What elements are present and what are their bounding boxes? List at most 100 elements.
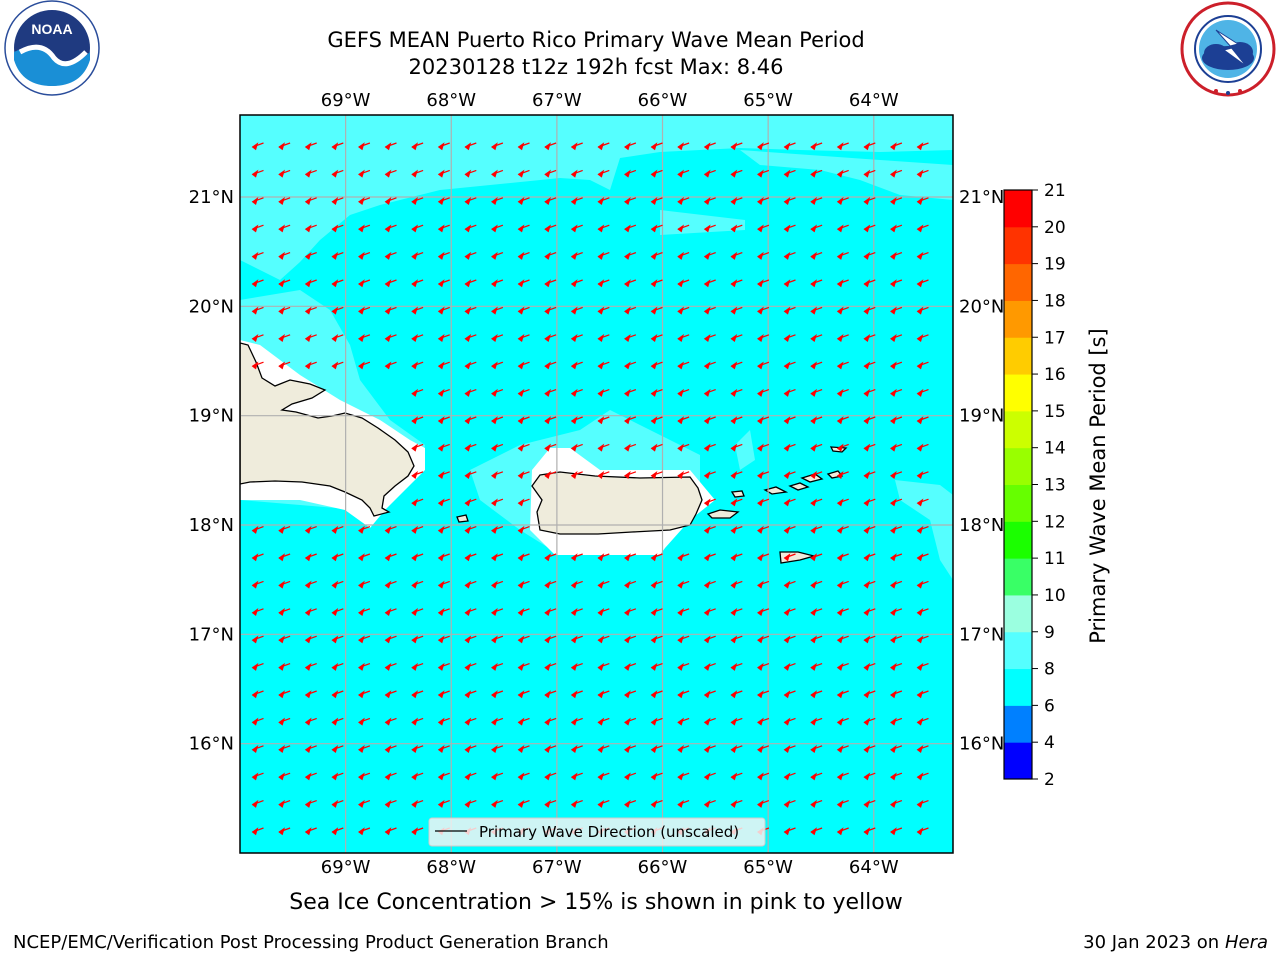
wave-arrow	[677, 662, 690, 671]
wave-arrow	[730, 279, 743, 288]
wave-arrow	[544, 608, 557, 617]
wave-arrow	[677, 416, 690, 425]
wave-arrow	[916, 251, 929, 260]
wave-arrow	[624, 635, 637, 644]
wave-arrow	[810, 306, 823, 315]
wave-arrow	[570, 717, 583, 726]
lon-label-top: 66°W	[638, 90, 688, 111]
wave-arrow	[304, 279, 317, 288]
wave-arrow	[517, 224, 530, 233]
wave-arrow	[491, 525, 504, 534]
wave-arrow	[544, 799, 557, 808]
wave-arrow	[916, 279, 929, 288]
wave-arrow	[278, 772, 291, 781]
wave-arrow	[384, 279, 397, 288]
wave-arrow	[836, 443, 849, 452]
wave-arrow	[863, 498, 876, 507]
wave-arrow	[278, 608, 291, 617]
wave-arrow	[730, 224, 743, 233]
wave-arrow	[570, 662, 583, 671]
wave-arrow	[597, 717, 610, 726]
wave-arrow	[783, 717, 796, 726]
wave-arrow	[491, 142, 504, 151]
wave-arrow	[836, 169, 849, 178]
lon-label-bottom: 65°W	[743, 857, 793, 878]
wave-arrow	[730, 471, 743, 480]
wave-arrow	[916, 224, 929, 233]
wave-arrow	[863, 388, 876, 397]
wave-arrow	[331, 635, 344, 644]
wave-arrow	[677, 197, 690, 206]
wave-arrow	[544, 416, 557, 425]
puerto-rico-land	[531, 471, 703, 535]
wave-arrow	[890, 799, 903, 808]
wave-arrow	[757, 169, 770, 178]
nws-logo	[1176, 0, 1280, 100]
wave-arrow	[597, 745, 610, 754]
wave-arrow	[863, 635, 876, 644]
wave-arrow	[570, 608, 583, 617]
wave-arrow	[677, 799, 690, 808]
wave-arrow	[570, 580, 583, 589]
wave-arrow	[411, 717, 424, 726]
wave-arrow	[491, 745, 504, 754]
wave-arrow	[838, 855, 849, 861]
wave-arrow	[730, 142, 743, 151]
wave-arrow	[358, 635, 371, 644]
wave-arrow	[703, 197, 716, 206]
colorbar-label: Primary Wave Mean Period [s]	[1086, 328, 1110, 644]
colorbar-tick-label: 6	[1044, 696, 1055, 716]
wave-arrow	[331, 224, 344, 233]
wave-arrow	[491, 772, 504, 781]
wave-arrow	[411, 306, 424, 315]
wave-arrow	[358, 553, 371, 562]
wave-arrow	[491, 690, 504, 699]
wave-arrow	[650, 416, 663, 425]
wave-arrow	[437, 799, 450, 808]
wave-arrow	[730, 635, 743, 644]
wave-arrow	[358, 525, 371, 534]
wave-arrow	[570, 361, 583, 370]
period-zone-northeast	[740, 150, 953, 200]
wave-arrow	[757, 580, 770, 589]
map-area	[240, 115, 953, 861]
st-thomas-island	[763, 486, 789, 495]
wave-arrow	[491, 361, 504, 370]
wave-arrow	[730, 361, 743, 370]
wave-arrow	[890, 334, 903, 343]
wave-arrow	[251, 772, 264, 781]
wave-arrow	[730, 608, 743, 617]
wave-arrow	[491, 279, 504, 288]
wave-arrow	[384, 745, 397, 754]
wave-arrow	[836, 635, 849, 644]
wave-arrow	[757, 306, 770, 315]
wave-arrow	[278, 279, 291, 288]
wave-arrow	[863, 580, 876, 589]
lat-label-right: 17°N	[959, 624, 1004, 645]
wave-arrow	[677, 717, 690, 726]
wave-arrow	[411, 224, 424, 233]
wave-arrow	[836, 827, 849, 836]
colorbar-tick-label: 9	[1044, 623, 1055, 643]
wave-arrow	[570, 745, 583, 754]
wave-arrow	[411, 498, 424, 507]
wave-arrow	[783, 662, 796, 671]
wave-arrow	[331, 361, 344, 370]
wave-arrow	[703, 306, 716, 315]
wave-arrow	[544, 388, 557, 397]
wave-arrow	[304, 251, 317, 260]
chart-subtitle: 20230128 t12z 192h fcst Max: 8.46	[408, 55, 784, 79]
colorbar-tick-label: 13	[1044, 476, 1066, 496]
wave-arrow	[810, 745, 823, 754]
wave-arrow	[278, 306, 291, 315]
period-zone-east	[735, 430, 755, 470]
wave-arrow	[570, 471, 583, 480]
wave-arrow	[890, 471, 903, 480]
wave-arrow	[703, 525, 716, 534]
wave-arrow	[251, 361, 264, 370]
wave-arrow	[650, 169, 663, 178]
wave-arrow	[836, 251, 849, 260]
wave-arrow	[916, 799, 929, 808]
wave-arrow	[304, 827, 317, 836]
colorbar-segment	[1004, 374, 1032, 412]
